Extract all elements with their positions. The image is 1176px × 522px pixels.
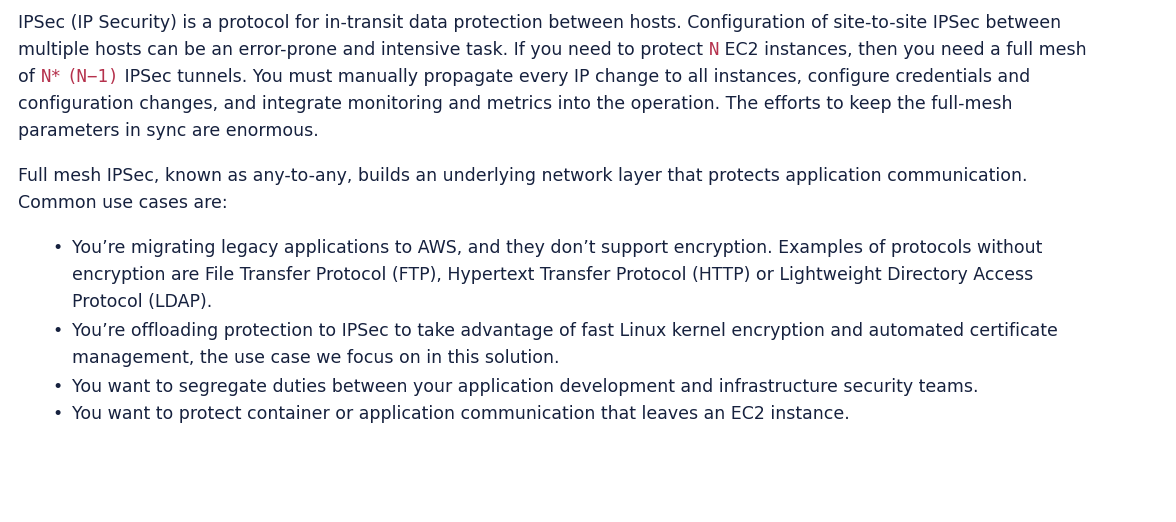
Text: (N−1): (N−1) bbox=[67, 68, 120, 86]
Text: IPSec tunnels. You must manually propagate every IP change to all instances, con: IPSec tunnels. You must manually propaga… bbox=[120, 68, 1030, 86]
Text: •: • bbox=[52, 377, 62, 396]
Text: •: • bbox=[52, 405, 62, 422]
Text: N*: N* bbox=[40, 68, 61, 86]
Text: configuration changes, and integrate monitoring and metrics into the operation. : configuration changes, and integrate mon… bbox=[18, 95, 1013, 113]
Text: You want to protect container or application communication that leaves an EC2 in: You want to protect container or applica… bbox=[72, 405, 850, 422]
Text: parameters in sync are enormous.: parameters in sync are enormous. bbox=[18, 122, 319, 140]
Text: Common use cases are:: Common use cases are: bbox=[18, 194, 228, 212]
Text: •: • bbox=[52, 239, 62, 257]
Text: EC2 instances, then you need a full mesh: EC2 instances, then you need a full mesh bbox=[719, 41, 1087, 59]
Text: management, the use case we focus on in this solution.: management, the use case we focus on in … bbox=[72, 349, 560, 366]
Text: You’re offloading protection to IPSec to take advantage of fast Linux kernel enc: You’re offloading protection to IPSec to… bbox=[72, 322, 1058, 340]
Text: encryption are File Transfer Protocol (FTP), Hypertext Transfer Protocol (HTTP) : encryption are File Transfer Protocol (F… bbox=[72, 266, 1034, 284]
Text: Protocol (LDAP).: Protocol (LDAP). bbox=[72, 293, 212, 311]
Text: You want to segregate duties between your application development and infrastruc: You want to segregate duties between you… bbox=[72, 377, 978, 396]
Text: multiple hosts can be an error-prone and intensive task. If you need to protect: multiple hosts can be an error-prone and… bbox=[18, 41, 708, 59]
Text: Full mesh IPSec, known as any-to-any, builds an underlying network layer that pr: Full mesh IPSec, known as any-to-any, bu… bbox=[18, 167, 1028, 185]
Text: IPSec (IP Security) is a protocol for in-transit data protection between hosts. : IPSec (IP Security) is a protocol for in… bbox=[18, 14, 1061, 32]
Text: N: N bbox=[708, 41, 719, 59]
Text: •: • bbox=[52, 322, 62, 340]
Text: You’re migrating legacy applications to AWS, and they don’t support encryption. : You’re migrating legacy applications to … bbox=[72, 239, 1042, 257]
Text: of: of bbox=[18, 68, 40, 86]
